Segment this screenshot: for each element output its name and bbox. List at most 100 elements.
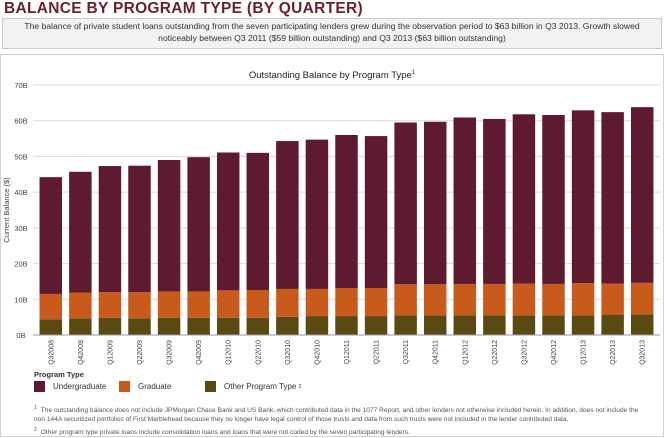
footnote-1-mark: 1	[34, 405, 37, 411]
bar-other-program-type	[246, 317, 270, 335]
bar-undergraduate	[246, 152, 270, 290]
bar-graduate	[542, 283, 565, 316]
bar-other-program-type	[630, 314, 654, 335]
bar-undergraduate	[305, 139, 329, 289]
bar-undergraduate	[483, 118, 506, 284]
x-tick-label: Q12011	[344, 340, 351, 364]
x-tick-label: Q42010	[314, 340, 321, 365]
bar-other-program-type	[542, 315, 565, 335]
bar-other-program-type	[69, 318, 92, 335]
bar-other-program-type	[305, 316, 329, 335]
bar-other-program-type	[216, 317, 240, 335]
x-tick-label: Q32013	[640, 340, 647, 365]
bar-graduate	[187, 291, 210, 318]
bar-other-program-type	[187, 317, 210, 335]
bar-undergraduate	[571, 110, 595, 284]
footnote-2-text: Other program type private loans include…	[40, 429, 410, 437]
x-tick-label: Q22012	[492, 340, 499, 365]
y-tick-label: 50B	[14, 152, 27, 161]
bar-other-program-type	[39, 319, 63, 335]
x-tick-label: Q42009	[196, 340, 203, 365]
x-tick-label: Q12012	[462, 340, 469, 365]
legend-swatch-graduate	[119, 381, 130, 392]
x-tick-label: Q32011	[403, 340, 410, 364]
y-tick-label: 20B	[14, 260, 27, 269]
x-tick-label: Q32009	[167, 340, 174, 365]
bar-other-program-type	[483, 315, 506, 335]
x-tick-label: Q42012	[551, 340, 558, 365]
bar-other-program-type	[423, 315, 447, 335]
bar-undergraduate	[512, 114, 536, 284]
bar-graduate	[69, 292, 92, 319]
bar-undergraduate	[394, 122, 417, 285]
y-tick-label: 30B	[14, 224, 27, 233]
bar-undergraduate	[364, 136, 388, 289]
summary-text: The balance of private student loans out…	[24, 21, 640, 43]
bar-undergraduate	[98, 166, 122, 293]
x-tick-label: Q32008	[48, 340, 55, 365]
legend-item-graduate[interactable]: Graduate	[119, 381, 171, 392]
bar-other-program-type	[276, 316, 299, 335]
bar-undergraduate	[601, 112, 624, 284]
x-tick-label: Q32012	[521, 340, 528, 365]
bar-other-program-type	[157, 317, 181, 335]
bar-undergraduate	[39, 177, 63, 294]
x-tick-label: Q22011	[374, 340, 381, 364]
bar-graduate	[571, 283, 595, 316]
bar-graduate	[630, 282, 654, 315]
bar-undergraduate	[276, 141, 299, 289]
x-tick-label: Q22013	[610, 340, 617, 365]
x-tick-label: Q22010	[255, 340, 262, 365]
y-tick-label: 40B	[14, 188, 27, 197]
bar-undergraduate	[187, 157, 210, 292]
legend-swatch-other	[205, 381, 216, 392]
footnote-2: 2 Other program type private loans includ…	[34, 426, 649, 438]
bar-graduate	[305, 288, 329, 317]
y-tick-label: 70B	[14, 81, 27, 90]
bar-graduate	[276, 288, 299, 317]
x-tick-label: Q12010	[226, 340, 233, 365]
x-tick-label: Q12009	[107, 340, 114, 365]
x-tick-label: Q32010	[285, 340, 292, 365]
bar-undergraduate	[69, 171, 92, 293]
chart-title-footnote-mark: 1	[411, 70, 416, 76]
y-tick-label: 0B	[16, 331, 25, 340]
footnote-1: 1 The outstanding balance does not includ…	[34, 404, 649, 424]
chart-title-text: Outstanding Balance by Program Type	[248, 70, 412, 82]
bar-undergraduate	[216, 152, 240, 291]
x-tick-label: Q42011	[433, 340, 440, 364]
bar-graduate	[128, 292, 151, 319]
bar-other-program-type	[98, 317, 122, 335]
bar-graduate	[453, 283, 477, 316]
bar-other-program-type	[394, 315, 417, 335]
chart-title: Outstanding Balance by Program Type1	[0, 70, 664, 81]
bar-graduate	[483, 283, 506, 316]
bar-other-program-type	[453, 315, 477, 335]
bar-undergraduate	[335, 135, 358, 289]
bar-graduate	[423, 284, 447, 316]
x-tick-label: Q22009	[137, 340, 144, 365]
bar-undergraduate	[542, 115, 565, 284]
y-tick-label: 60B	[14, 117, 27, 126]
bar-graduate	[512, 283, 536, 316]
y-tick-label: 10B	[14, 295, 27, 304]
legend-label-undergraduate: Undergraduate	[53, 382, 107, 391]
bar-graduate	[335, 288, 358, 317]
summary-box: The balance of private student loans out…	[2, 18, 662, 49]
bar-undergraduate	[423, 121, 447, 285]
bar-graduate	[601, 283, 624, 315]
bar-other-program-type	[335, 316, 358, 335]
legend-label-graduate: Graduate	[138, 382, 172, 391]
bar-undergraduate	[453, 117, 477, 284]
x-tick-label: Q42008	[78, 340, 85, 365]
bar-other-program-type	[128, 318, 151, 335]
bar-undergraduate	[630, 107, 654, 283]
bar-other-program-type	[601, 315, 624, 335]
footnote-1-text: The outstanding balance does not include…	[34, 407, 639, 423]
bar-graduate	[364, 288, 388, 317]
legend-item-other-program-type[interactable]: Other Program Type 2	[205, 381, 301, 392]
legend-item-undergraduate[interactable]: Undergraduate	[34, 381, 106, 392]
bar-graduate	[157, 291, 181, 318]
legend-swatch-undergraduate	[34, 381, 45, 392]
